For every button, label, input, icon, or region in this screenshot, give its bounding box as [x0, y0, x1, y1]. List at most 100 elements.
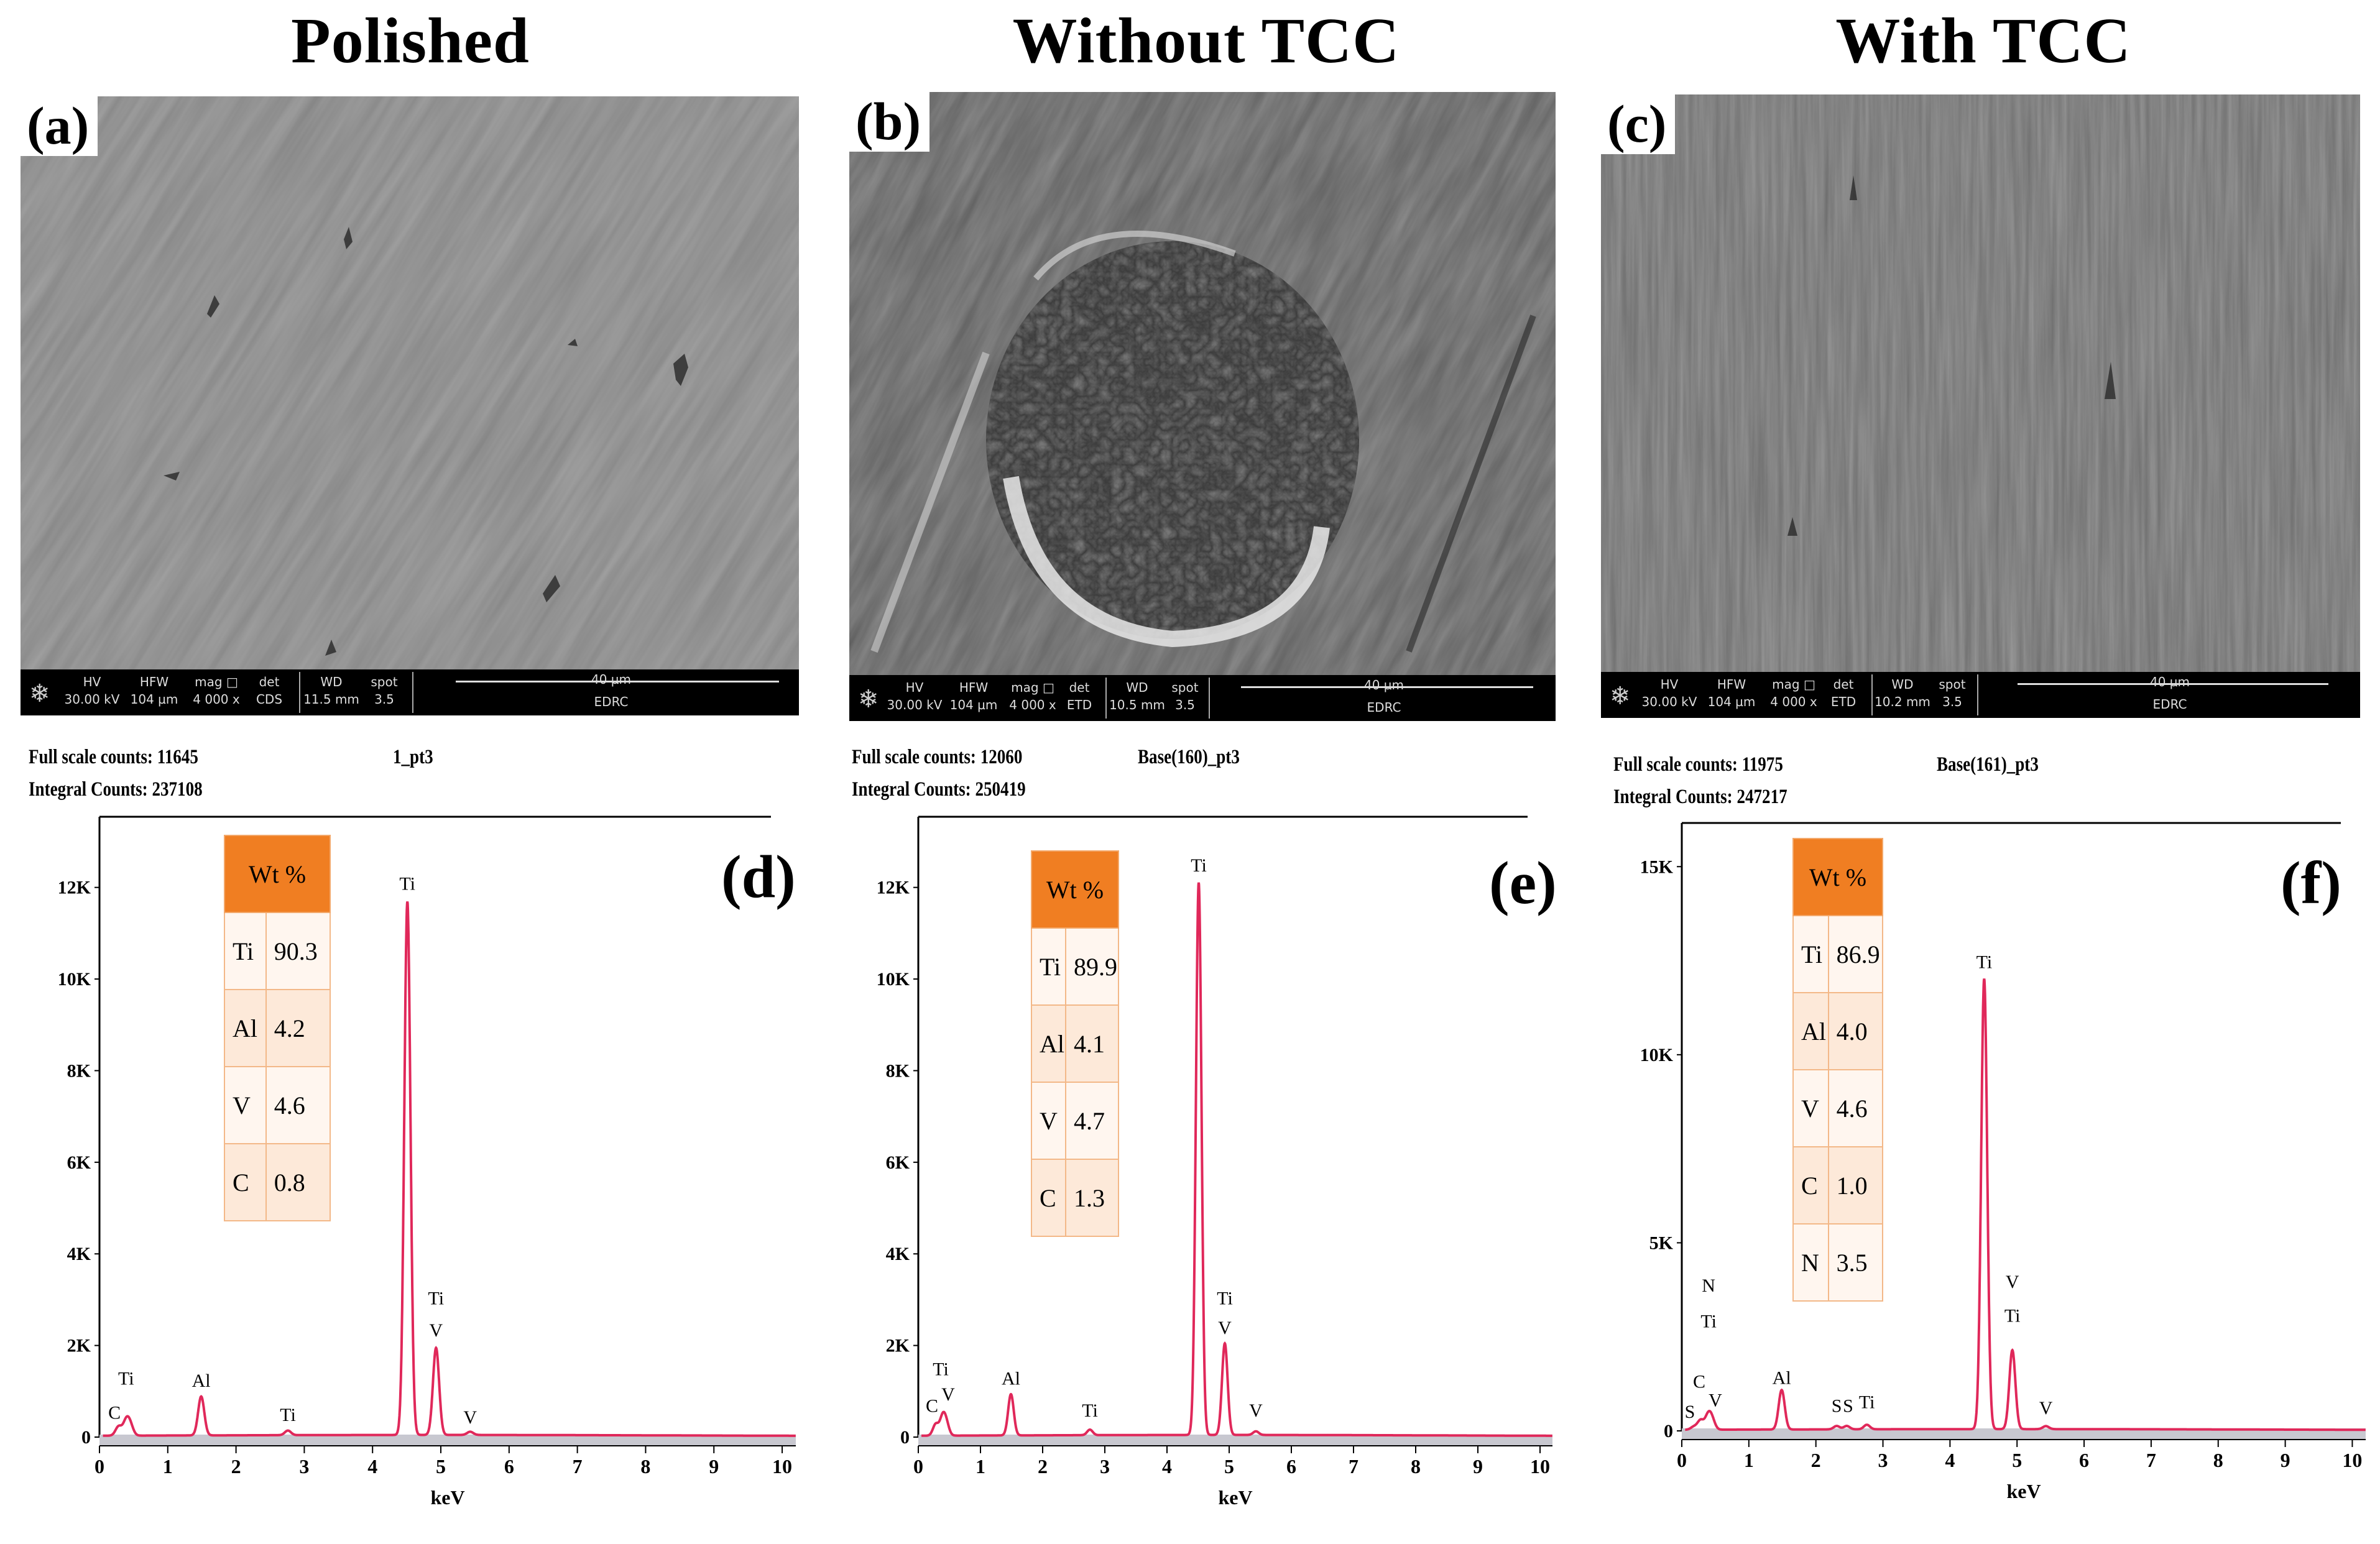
- y-tick-label: 4K: [67, 1244, 91, 1264]
- x-tick-label: 8: [1411, 1455, 1421, 1477]
- wt-value: 4.6: [1827, 1069, 1884, 1147]
- x-tick-label: 1: [976, 1455, 985, 1477]
- peak-label: V: [941, 1384, 955, 1405]
- sem-texture-b: [849, 92, 1556, 675]
- baseline-band: [99, 1435, 796, 1446]
- full-scale-counts: Full scale counts: 12060: [852, 746, 1023, 768]
- peak-label: Al: [192, 1371, 211, 1391]
- sem-image-c: (c) ❄ HV 30.00 kV HFW 104 µm mag □ 4 000 x …: [1601, 94, 2360, 718]
- x-tick-label: 6: [504, 1455, 514, 1477]
- panel-label-f: (f): [2281, 850, 2341, 917]
- x-tick-label: 5: [436, 1455, 446, 1477]
- y-tick-label: 10K: [1640, 1045, 1674, 1065]
- x-tick-label: 9: [1473, 1455, 1483, 1477]
- full-scale-counts: Full scale counts: 11645: [29, 746, 198, 768]
- x-tick-label: 7: [1349, 1455, 1358, 1477]
- x-tick-label: 7: [2146, 1449, 2156, 1471]
- integral-counts: Integral Counts: 250419: [852, 778, 1026, 801]
- wt-value: 0.8: [265, 1143, 331, 1221]
- element: Al: [224, 989, 267, 1067]
- x-tick-label: 1: [163, 1455, 173, 1477]
- peak-label: V: [1218, 1318, 1232, 1338]
- wt-header: Wt %: [1792, 838, 1883, 916]
- peak-label: V: [1709, 1390, 1722, 1411]
- wt-value: 4.1: [1065, 1004, 1119, 1083]
- sem-texture-a: [21, 96, 799, 669]
- spectrum-title-e: Base(160)_pt3: [1138, 746, 1240, 768]
- y-tick-label: 0: [1664, 1421, 1673, 1441]
- peak-label: Ti: [1976, 952, 1993, 973]
- wt-value: 86.9: [1827, 915, 1884, 993]
- integral-counts: Integral Counts: 237108: [29, 778, 203, 801]
- peak-label: C: [1693, 1371, 1705, 1392]
- x-axis-label: keV: [430, 1486, 464, 1509]
- x-tick-label: 10: [2342, 1449, 2362, 1471]
- fei-logo-icon: ❄: [29, 679, 50, 708]
- peak-label: Ti: [1859, 1392, 1875, 1413]
- wt-value: 3.5: [1827, 1223, 1884, 1302]
- scale-bar: [1241, 686, 1533, 688]
- y-tick-label: 0: [900, 1427, 910, 1448]
- peak-label: S: [1685, 1402, 1695, 1422]
- wt-header: Wt %: [224, 835, 331, 913]
- sem-info-bar-a: ❄ HV 30.00 kV HFW 104 µm mag □ 4 000 x det C…: [21, 669, 799, 715]
- peak-label: V: [2039, 1398, 2053, 1418]
- peak-label: V: [463, 1407, 477, 1428]
- peak-label: Ti: [2004, 1306, 2021, 1326]
- x-tick-label: 0: [95, 1455, 104, 1477]
- x-axis-label: keV: [1218, 1486, 1252, 1509]
- y-tick-label: 10K: [877, 969, 910, 990]
- peak-label: V: [1249, 1400, 1263, 1421]
- element: N: [1792, 1223, 1829, 1302]
- peak-label: Ti: [280, 1405, 296, 1425]
- eds-header-e: Full scale counts: 12060 Integral Counts…: [852, 741, 1026, 806]
- wt-value: 4.2: [265, 989, 331, 1067]
- x-tick-label: 8: [2213, 1449, 2223, 1471]
- panel-label-a: (a): [21, 96, 98, 156]
- wt-value: 1.0: [1827, 1146, 1884, 1225]
- x-tick-label: 5: [1224, 1455, 1234, 1477]
- fei-logo-icon: ❄: [858, 685, 879, 714]
- sem-image-a: (a) ❄ HV 30.00 kV HFW 104 µm mag □ 4 000 x …: [21, 96, 799, 715]
- y-tick-label: 10K: [58, 969, 91, 990]
- title-with-tcc: With TCC: [1835, 5, 2131, 76]
- x-tick-label: 5: [2012, 1449, 2022, 1471]
- x-tick-label: 3: [1100, 1455, 1110, 1477]
- wt-value: 4.6: [265, 1066, 331, 1144]
- wt-value: 4.7: [1065, 1082, 1119, 1160]
- sem-info-bar-b: ❄ HV 30.00 kV HFW 104 µm mag □ 4 000 x det E…: [849, 675, 1556, 721]
- x-tick-label: 10: [772, 1455, 792, 1477]
- x-tick-label: 2: [1811, 1449, 1821, 1471]
- peak-label: Al: [1002, 1368, 1020, 1389]
- wt-value: 90.3: [265, 912, 331, 990]
- x-tick-label: 10: [1530, 1455, 1550, 1477]
- peak-label: Ti: [1191, 855, 1207, 876]
- wt-table-d: Wt % Ti 90.3 Al 4.2 V 4.6 C 0.8: [224, 835, 331, 1221]
- sem-texture-c: [1601, 94, 2360, 672]
- spectrum-line: [1685, 978, 2366, 1431]
- wt-value: 4.0: [1827, 992, 1884, 1070]
- spectrum-title-f: Base(161)_pt3: [1937, 753, 2039, 776]
- element: Ti: [1031, 927, 1066, 1006]
- element: V: [1031, 1082, 1066, 1160]
- integral-counts: Integral Counts: 247217: [1613, 786, 1787, 808]
- element: C: [224, 1143, 267, 1221]
- element: V: [224, 1066, 267, 1144]
- peak-label: Ti: [118, 1368, 134, 1389]
- peak-label: S: [1832, 1396, 1842, 1417]
- y-tick-label: 15K: [1640, 857, 1674, 877]
- peak-label: V: [2006, 1272, 2019, 1292]
- x-tick-label: 4: [1162, 1455, 1172, 1477]
- element: Al: [1792, 992, 1829, 1070]
- wt-table-e: Wt % Ti 89.9 Al 4.1 V 4.7 C 1.3: [1031, 850, 1119, 1237]
- peak-label: Ti: [1217, 1288, 1233, 1308]
- peak-label: Ti: [933, 1359, 949, 1380]
- peak-label: C: [108, 1403, 121, 1423]
- baseline-band: [918, 1435, 1552, 1446]
- sem-info-bar-c: ❄ HV 30.00 kV HFW 104 µm mag □ 4 000 x det E…: [1601, 672, 2360, 718]
- element: V: [1792, 1069, 1829, 1147]
- panel-label-c: (c): [1601, 94, 1676, 154]
